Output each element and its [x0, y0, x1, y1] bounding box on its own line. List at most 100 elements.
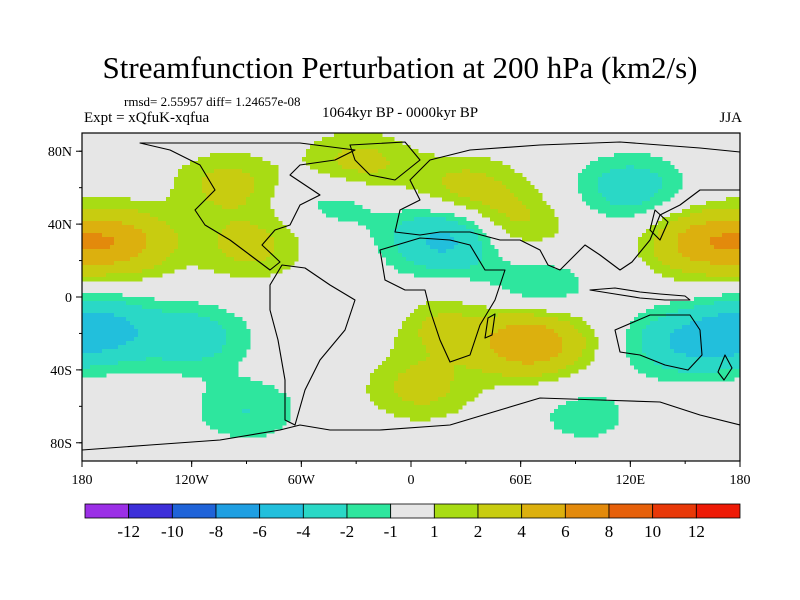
- field-cell: [474, 161, 479, 166]
- field-cell: [450, 265, 455, 270]
- field-cell: [458, 301, 463, 306]
- field-cell: [562, 337, 567, 342]
- field-cell: [546, 225, 551, 230]
- field-cell: [502, 325, 507, 330]
- field-cell: [142, 333, 147, 338]
- field-cell: [186, 305, 191, 310]
- field-cell: [370, 213, 375, 218]
- field-cell: [358, 153, 363, 158]
- field-cell: [102, 301, 107, 306]
- field-cell: [166, 205, 171, 210]
- field-cell: [682, 277, 687, 282]
- field-cell: [86, 221, 91, 226]
- field-cell: [458, 333, 463, 338]
- field-cell: [274, 249, 279, 254]
- field-cell: [118, 253, 123, 258]
- field-cell: [546, 285, 551, 290]
- field-cell: [422, 181, 427, 186]
- field-cell: [106, 237, 111, 242]
- field-cell: [234, 237, 239, 242]
- field-cell: [738, 253, 740, 258]
- field-cell: [486, 329, 491, 334]
- field-cell: [494, 309, 499, 314]
- field-cell: [598, 181, 603, 186]
- field-cell: [406, 153, 411, 158]
- field-cell: [458, 189, 463, 194]
- field-cell: [702, 333, 707, 338]
- field-cell: [406, 317, 411, 322]
- field-cell: [434, 213, 439, 218]
- field-cell: [674, 277, 679, 282]
- field-cell: [98, 253, 103, 258]
- field-cell: [706, 329, 711, 334]
- field-cell: [734, 297, 739, 302]
- field-cell: [166, 249, 171, 254]
- field-cell: [238, 357, 243, 362]
- field-cell: [122, 349, 127, 354]
- field-cell: [390, 253, 395, 258]
- field-cell: [738, 321, 740, 326]
- field-cell: [670, 273, 675, 278]
- field-cell: [118, 309, 123, 314]
- field-cell: [122, 249, 127, 254]
- field-cell: [674, 229, 679, 234]
- field-cell: [138, 301, 143, 306]
- field-cell: [110, 345, 115, 350]
- field-cell: [142, 345, 147, 350]
- field-cell: [174, 341, 179, 346]
- field-cell: [210, 217, 215, 222]
- field-cell: [582, 333, 587, 338]
- field-cell: [654, 197, 659, 202]
- field-cell: [710, 265, 715, 270]
- field-cell: [122, 329, 127, 334]
- field-cell: [230, 213, 235, 218]
- field-cell: [418, 305, 423, 310]
- field-cell: [414, 217, 419, 222]
- field-cell: [678, 329, 683, 334]
- field-cell: [726, 277, 731, 282]
- field-cell: [134, 237, 139, 242]
- field-cell: [674, 337, 679, 342]
- field-cell: [702, 237, 707, 242]
- field-cell: [682, 221, 687, 226]
- field-cell: [130, 325, 135, 330]
- field-cell: [478, 229, 483, 234]
- field-cell: [98, 257, 103, 262]
- field-cell: [474, 225, 479, 230]
- field-cell: [738, 317, 740, 322]
- field-cell: [378, 165, 383, 170]
- field-cell: [250, 181, 255, 186]
- field-cell: [270, 185, 275, 190]
- field-cell: [614, 197, 619, 202]
- field-cell: [738, 273, 740, 278]
- field-cell: [226, 245, 231, 250]
- field-cell: [234, 173, 239, 178]
- field-cell: [142, 341, 147, 346]
- field-cell: [706, 269, 711, 274]
- field-cell: [246, 161, 251, 166]
- field-cell: [122, 229, 127, 234]
- field-cell: [194, 241, 199, 246]
- field-cell: [226, 181, 231, 186]
- field-cell: [162, 261, 167, 266]
- field-cell: [530, 321, 535, 326]
- field-cell: [498, 197, 503, 202]
- field-cell: [142, 257, 147, 262]
- field-cell: [102, 253, 107, 258]
- field-cell: [230, 341, 235, 346]
- field-cell: [202, 337, 207, 342]
- field-cell: [714, 245, 719, 250]
- field-cell: [506, 213, 511, 218]
- field-cell: [390, 349, 395, 354]
- field-cell: [266, 269, 271, 274]
- field-cell: [442, 221, 447, 226]
- field-cell: [206, 253, 211, 258]
- field-cell: [690, 325, 695, 330]
- field-cell: [218, 269, 223, 274]
- field-cell: [202, 249, 207, 254]
- field-cell: [386, 225, 391, 230]
- field-cell: [194, 357, 199, 362]
- field-cell: [142, 229, 147, 234]
- field-cell: [474, 193, 479, 198]
- field-cell: [734, 277, 739, 282]
